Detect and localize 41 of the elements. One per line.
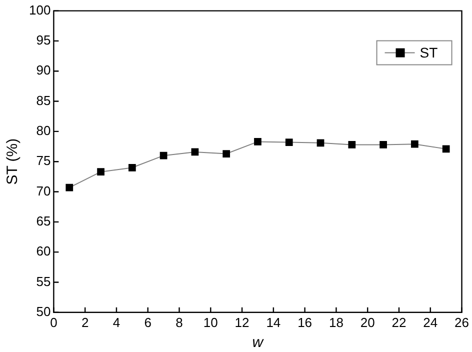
- point: [380, 141, 387, 148]
- legend-label: ST: [420, 44, 438, 61]
- x-tick-label: 22: [392, 314, 406, 330]
- x-tick-label: 6: [144, 314, 152, 330]
- y-tick-label: 80: [36, 123, 51, 138]
- point: [191, 148, 199, 156]
- point: [97, 168, 104, 176]
- point: [442, 145, 450, 153]
- x-axis-title: w: [252, 334, 264, 352]
- point: [411, 140, 418, 148]
- y-tick-label: 85: [36, 92, 51, 108]
- x-tick-label: 24: [423, 314, 438, 330]
- x-tick-label: 20: [360, 314, 375, 330]
- x-tick-label: 10: [203, 314, 218, 330]
- x-tick-label: 14: [266, 314, 281, 330]
- y-tick-label: 60: [36, 244, 51, 259]
- point: [316, 139, 324, 147]
- y-tick-label: 75: [36, 153, 51, 168]
- y-tick-label: 65: [36, 214, 51, 228]
- x-tick-label: 12: [234, 314, 250, 330]
- point: [348, 141, 356, 148]
- y-axis-title: ST (%): [4, 138, 22, 185]
- y-tick-label: 100: [28, 2, 51, 18]
- y-tick-label: 55: [36, 274, 51, 289]
- point: [160, 152, 168, 160]
- y-tick-label: 90: [36, 62, 51, 78]
- point: [254, 138, 262, 146]
- y-tick-label: 95: [36, 32, 51, 48]
- x-tick-label: 26: [454, 314, 470, 330]
- point: [128, 164, 136, 172]
- point: [222, 150, 230, 158]
- y-tick-label: 50: [36, 304, 51, 319]
- point: [285, 138, 293, 146]
- x-tick-label: 18: [328, 314, 344, 330]
- x-tick-label: 16: [298, 314, 312, 330]
- y-tick-label: 70: [36, 183, 51, 198]
- point: [66, 184, 74, 192]
- x-tick-label: 4: [112, 314, 120, 330]
- x-tick-label: 8: [176, 314, 183, 330]
- x-tick-label: 0: [50, 314, 58, 330]
- x-tick-label: 2: [81, 314, 89, 330]
